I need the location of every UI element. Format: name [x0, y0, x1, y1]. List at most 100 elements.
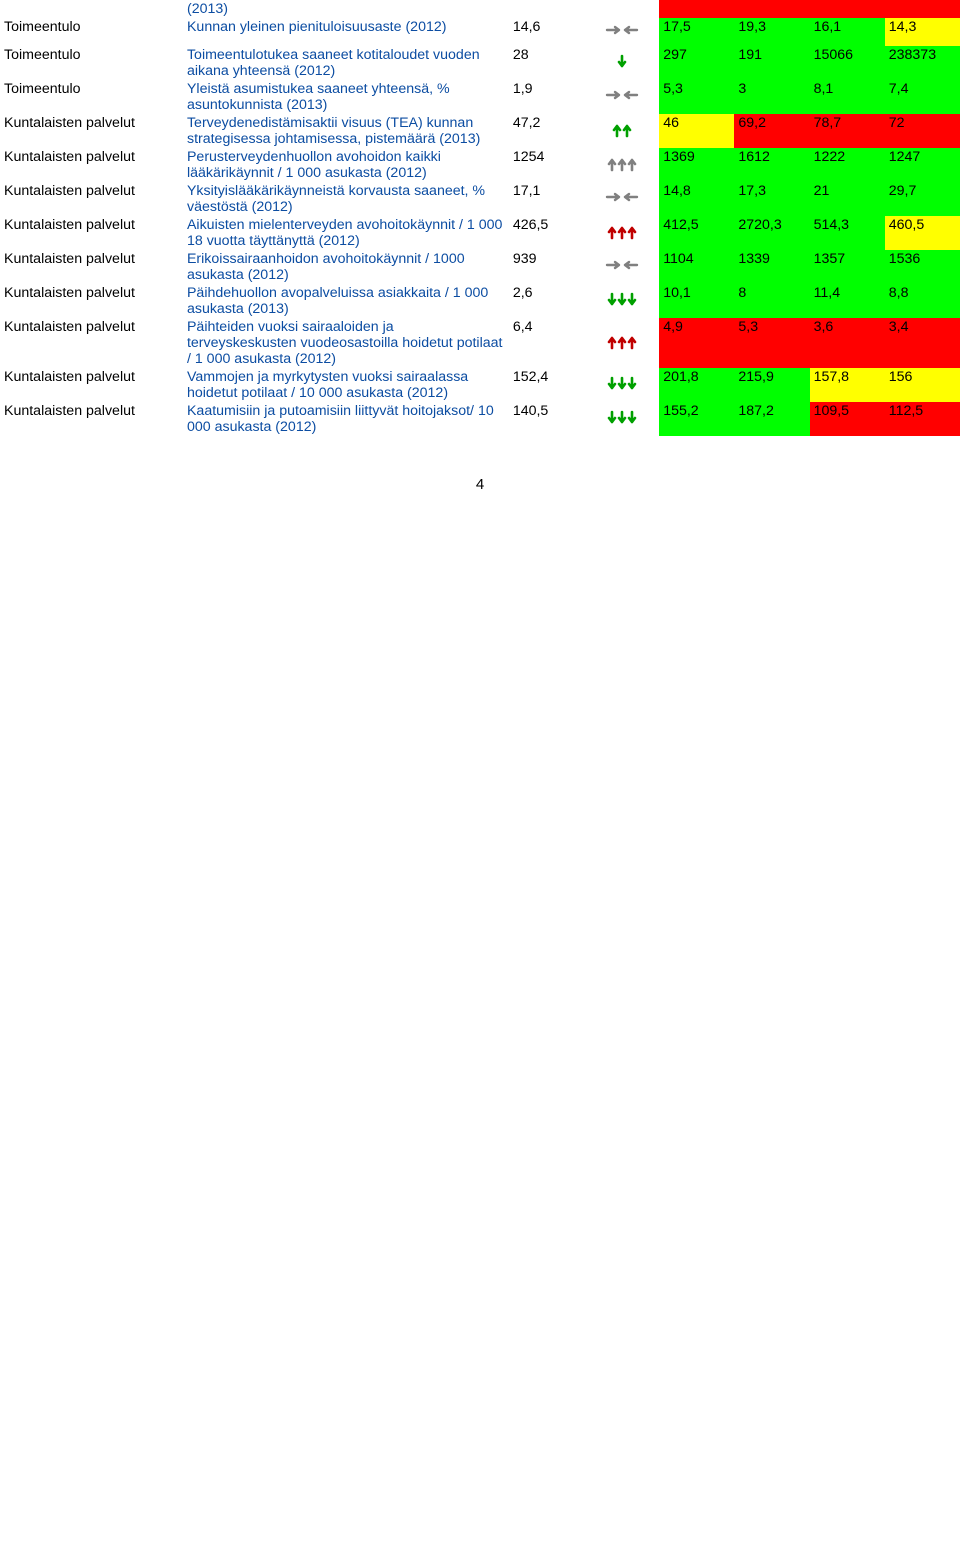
data-cell: 17,3: [734, 182, 809, 216]
indicator-cell: Perusterveydenhuollon avohoidon kaikki l…: [183, 148, 509, 182]
table-row: Kuntalaisten palvelutKaatumisiin ja puto…: [0, 402, 960, 436]
indicator-cell: (2013): [183, 0, 509, 18]
data-cell: 514,3: [810, 216, 885, 250]
table-row: Kuntalaisten palvelutTerveydenedistämisa…: [0, 114, 960, 148]
category-cell: Toimeentulo: [0, 46, 183, 80]
data-cell: 157,8: [810, 368, 885, 402]
data-cell: 1536: [885, 250, 960, 284]
indicator-cell: Päihdehuollon avopalveluissa asiakkaita …: [183, 284, 509, 318]
table-row: (2013): [0, 0, 960, 18]
value-cell: 47,2: [509, 114, 584, 148]
trend-icon: [584, 148, 659, 182]
table-row: ToimeentuloToimeentulotukea saaneet koti…: [0, 46, 960, 80]
category-cell: Kuntalaisten palvelut: [0, 318, 183, 368]
value-cell: 2,6: [509, 284, 584, 318]
value-cell: [509, 0, 584, 18]
indicator-table: (2013)ToimeentuloKunnan yleinen pienitul…: [0, 0, 960, 436]
data-cell: 201,8: [659, 368, 734, 402]
indicator-cell: Päihteiden vuoksi sairaaloiden ja tervey…: [183, 318, 509, 368]
data-cell: 29,7: [885, 182, 960, 216]
indicator-cell: Yksityislääkärikäynneistä korvausta saan…: [183, 182, 509, 216]
data-cell: 10,1: [659, 284, 734, 318]
category-cell: Toimeentulo: [0, 80, 183, 114]
trend-icon: [584, 46, 659, 80]
category-cell: Kuntalaisten palvelut: [0, 148, 183, 182]
data-cell: 16,1: [810, 18, 885, 46]
value-cell: 152,4: [509, 368, 584, 402]
trend-icon: [584, 114, 659, 148]
data-cell: 1339: [734, 250, 809, 284]
indicator-cell: Terveydenedistämisaktii visuus (TEA) kun…: [183, 114, 509, 148]
page-number: 4: [0, 436, 960, 493]
data-cell: 297: [659, 46, 734, 80]
value-cell: 939: [509, 250, 584, 284]
value-cell: 14,6: [509, 18, 584, 46]
category-cell: Kuntalaisten palvelut: [0, 284, 183, 318]
indicator-cell: Kunnan yleinen pienituloisuusaste (2012): [183, 18, 509, 46]
data-cell: 72: [885, 114, 960, 148]
data-cell: 14,8: [659, 182, 734, 216]
table-row: Kuntalaisten palvelutPäihteiden vuoksi s…: [0, 318, 960, 368]
data-cell: 5,3: [734, 318, 809, 368]
value-cell: 28: [509, 46, 584, 80]
category-cell: [0, 0, 183, 18]
category-cell: Kuntalaisten palvelut: [0, 250, 183, 284]
data-cell: 3: [734, 80, 809, 114]
data-cell: 8,1: [810, 80, 885, 114]
trend-icon: [584, 182, 659, 216]
data-cell: 17,5: [659, 18, 734, 46]
data-cell: 412,5: [659, 216, 734, 250]
data-cell: 3,6: [810, 318, 885, 368]
table-row: Kuntalaisten palvelutYksityislääkärikäyn…: [0, 182, 960, 216]
table-row: ToimeentuloYleistä asumistukea saaneet y…: [0, 80, 960, 114]
table-row: ToimeentuloKunnan yleinen pienituloisuus…: [0, 18, 960, 46]
data-cell: 238373: [885, 46, 960, 80]
trend-icon: [584, 250, 659, 284]
data-cell: 1222: [810, 148, 885, 182]
data-cell: 69,2: [734, 114, 809, 148]
trend-icon: [584, 402, 659, 436]
data-cell: 21: [810, 182, 885, 216]
table-row: Kuntalaisten palvelutVammojen ja myrkyty…: [0, 368, 960, 402]
data-cell: 19,3: [734, 18, 809, 46]
data-cell: 8,8: [885, 284, 960, 318]
table-row: Kuntalaisten palvelutPerusterveydenhuoll…: [0, 148, 960, 182]
value-cell: 1254: [509, 148, 584, 182]
data-cell: [885, 0, 960, 18]
indicator-cell: Toimeentulotukea saaneet kotitaloudet vu…: [183, 46, 509, 80]
data-cell: 46: [659, 114, 734, 148]
data-cell: 14,3: [885, 18, 960, 46]
table-row: Kuntalaisten palvelutPäihdehuollon avopa…: [0, 284, 960, 318]
data-cell: 187,2: [734, 402, 809, 436]
data-cell: 15066: [810, 46, 885, 80]
data-cell: 1357: [810, 250, 885, 284]
data-cell: 156: [885, 368, 960, 402]
indicator-cell: Aikuisten mielenterveyden avohoitokäynni…: [183, 216, 509, 250]
value-cell: 6,4: [509, 318, 584, 368]
data-cell: 1247: [885, 148, 960, 182]
data-cell: 1612: [734, 148, 809, 182]
data-cell: 1369: [659, 148, 734, 182]
category-cell: Kuntalaisten palvelut: [0, 182, 183, 216]
data-cell: 4,9: [659, 318, 734, 368]
category-cell: Kuntalaisten palvelut: [0, 368, 183, 402]
data-cell: 5,3: [659, 80, 734, 114]
indicator-cell: Erikoissairaanhoidon avohoitokäynnit / 1…: [183, 250, 509, 284]
value-cell: 140,5: [509, 402, 584, 436]
trend-icon: [584, 216, 659, 250]
value-cell: 1,9: [509, 80, 584, 114]
category-cell: Kuntalaisten palvelut: [0, 216, 183, 250]
data-cell: 11,4: [810, 284, 885, 318]
indicator-cell: Yleistä asumistukea saaneet yhteensä, % …: [183, 80, 509, 114]
data-cell: 78,7: [810, 114, 885, 148]
table-row: Kuntalaisten palvelutAikuisten mielenter…: [0, 216, 960, 250]
data-cell: 7,4: [885, 80, 960, 114]
data-cell: [810, 0, 885, 18]
trend-icon: [584, 18, 659, 46]
trend-icon: [584, 318, 659, 368]
indicator-cell: Vammojen ja myrkytysten vuoksi sairaalas…: [183, 368, 509, 402]
trend-icon: [584, 80, 659, 114]
value-cell: 426,5: [509, 216, 584, 250]
data-cell: 1104: [659, 250, 734, 284]
data-cell: 215,9: [734, 368, 809, 402]
